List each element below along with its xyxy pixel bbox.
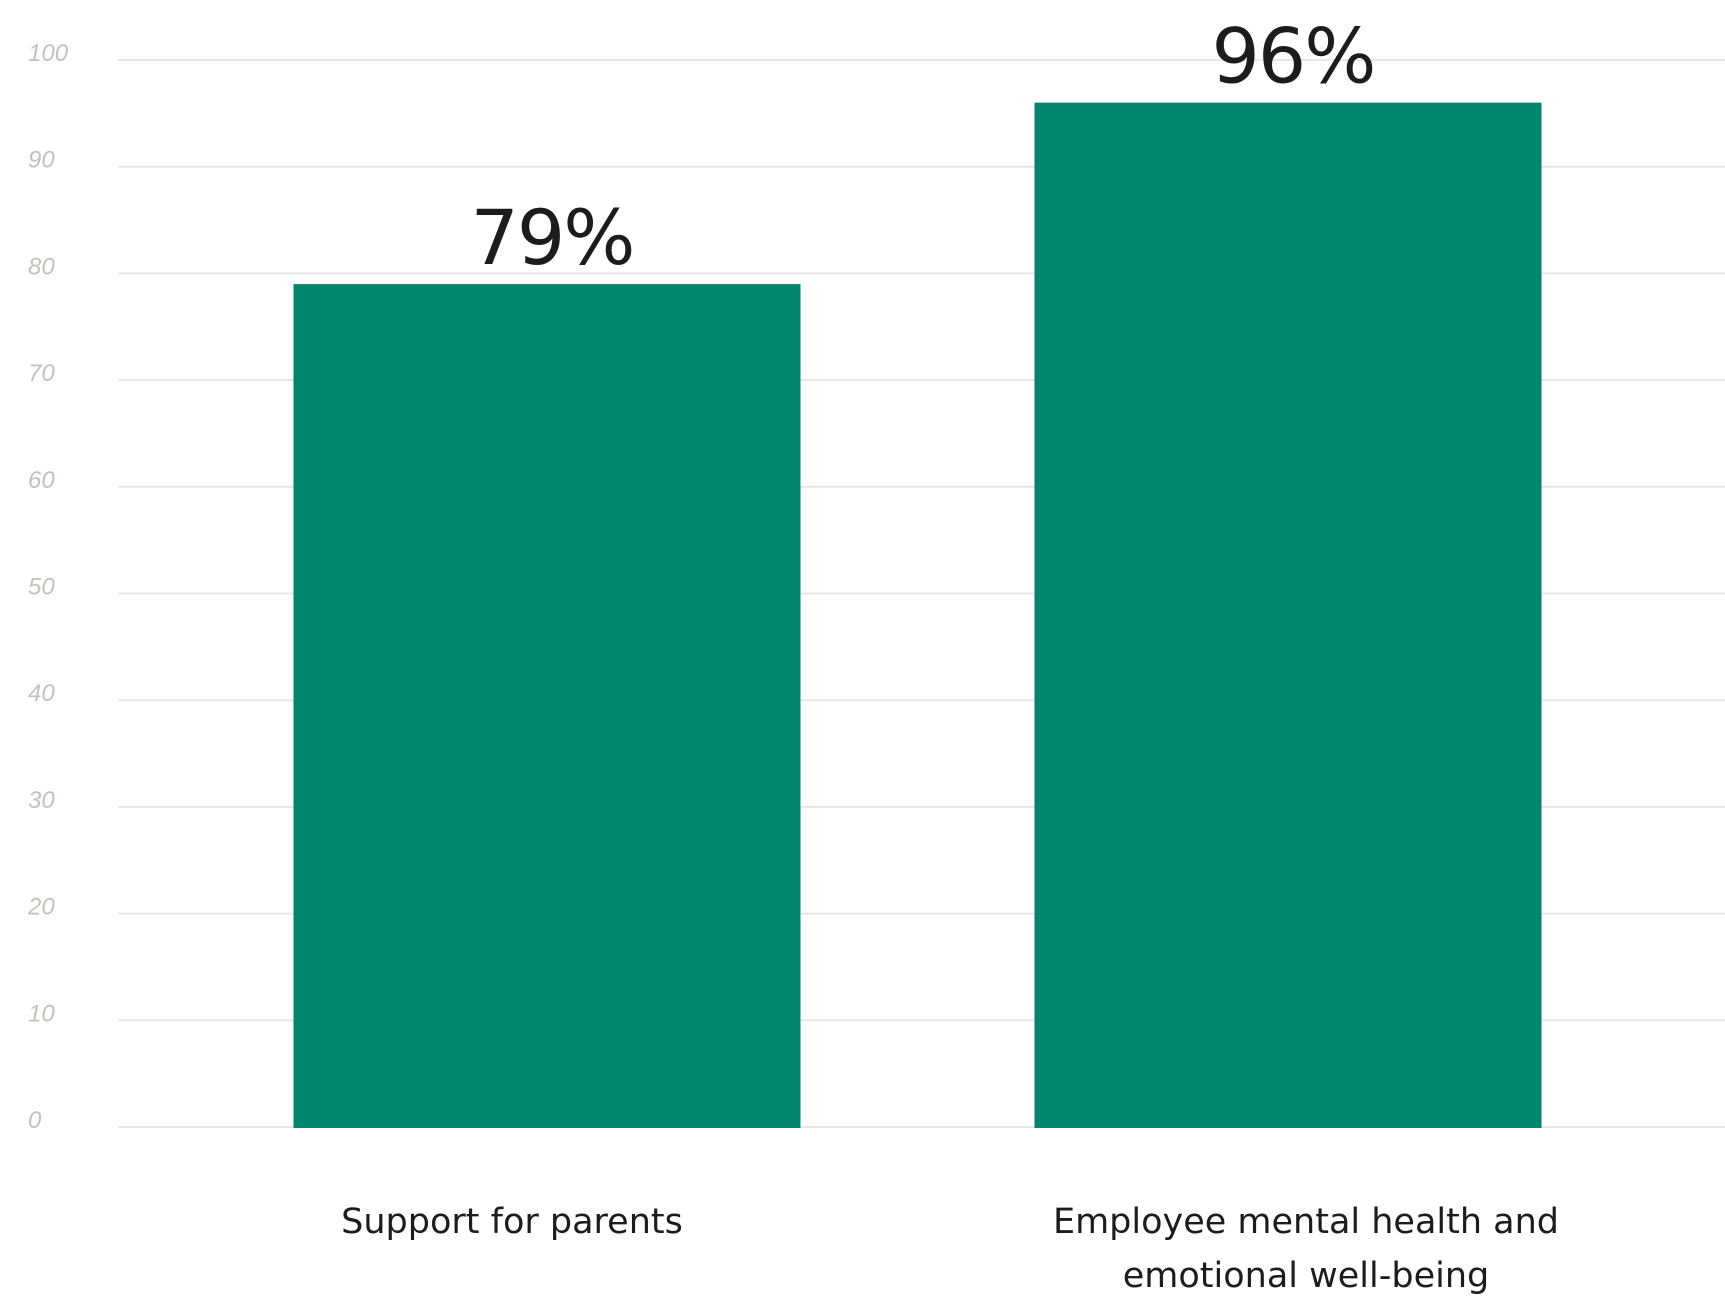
bar-value-label: 79%: [471, 193, 634, 282]
category-labels-layer: Support for parents Employee mental healt…: [341, 1202, 1559, 1296]
y-tick-label: 90: [28, 147, 55, 174]
bars-layer: [293, 102, 1542, 1128]
y-tick-label: 20: [27, 894, 55, 921]
y-tick-label: 50: [28, 574, 55, 601]
y-tick-label: 70: [28, 360, 55, 387]
y-tick-label: 40: [28, 680, 55, 707]
category-label: emotional well-being: [1123, 1256, 1490, 1296]
category-label: Employee mental health and: [1053, 1202, 1559, 1242]
y-tick-label: 30: [28, 787, 55, 814]
value-labels-layer: 79% 96%: [471, 12, 1377, 282]
y-tick-label: 100: [28, 40, 69, 67]
y-tick-label: 0: [28, 1107, 42, 1134]
bar-2: [1034, 102, 1542, 1128]
y-tick-label: 80: [28, 253, 55, 280]
bar-1: [293, 284, 801, 1128]
bar-value-label: 96%: [1212, 12, 1375, 101]
y-axis-ticks: 0 10 20 30 40 50 60 70 80 90 100: [27, 40, 69, 1134]
category-label: Support for parents: [341, 1202, 683, 1242]
y-tick-label: 60: [28, 467, 55, 494]
y-tick-label: 10: [28, 1000, 55, 1027]
